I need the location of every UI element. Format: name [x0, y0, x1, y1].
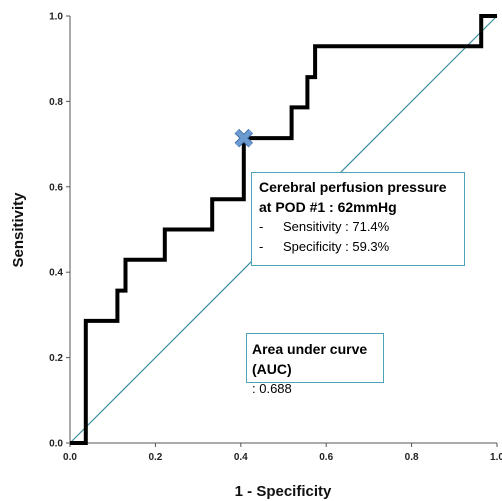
x-tick-label: 1.0	[490, 452, 502, 463]
roc-curve-line	[70, 14, 497, 445]
cutoff-title-line1: Cerebral perfusion pressure	[259, 179, 447, 195]
auc-annotation-box: Area under curve (AUC) : 0.688	[246, 333, 384, 396]
auc-title: Area under curve (AUC)	[252, 341, 368, 377]
specificity-row: - Specificity : 59.3%	[259, 237, 464, 257]
y-tick-label: 0.4	[49, 268, 63, 279]
y-tick-label: 0.6	[49, 182, 63, 193]
bullet-dash: -	[259, 219, 264, 234]
auc-value: : 0.688	[252, 381, 292, 396]
sensitivity-row: - Sensitivity : 71.4%	[259, 217, 464, 237]
cutoff-annotation-box: Cerebral perfusion pressure at POD #1 : …	[251, 172, 465, 266]
bullet-dash: -	[259, 239, 264, 254]
x-tick-label: 0.8	[405, 452, 419, 463]
y-axis-ticks: 0.0 0.2 0.4 0.6 0.8 1.0	[49, 12, 70, 450]
x-axis-title: 1 - Specificity	[235, 483, 332, 500]
specificity-text: Specificity : 59.3%	[283, 239, 390, 254]
sensitivity-text: Sensitivity : 71.4%	[283, 219, 390, 234]
x-axis-ticks: 0.0 0.2 0.4 0.6 0.8 1.0	[63, 443, 502, 463]
y-axis-title: Sensitivity	[10, 192, 27, 268]
x-tick-label: 0.6	[319, 452, 333, 463]
cutoff-title-line2: at POD #1 : 62mmHg	[259, 199, 397, 215]
y-tick-label: 0.2	[49, 353, 63, 364]
x-tick-label: 0.4	[234, 452, 248, 463]
x-tick-label: 0.2	[148, 452, 162, 463]
x-tick-label: 0.0	[63, 452, 77, 463]
y-tick-label: 0.8	[49, 97, 63, 108]
chart-axes	[69, 16, 497, 444]
chart-series	[69, 14, 498, 445]
cutoff-marker-x	[235, 129, 253, 147]
y-tick-label: 1.0	[49, 12, 63, 23]
y-tick-label: 0.0	[49, 439, 63, 450]
